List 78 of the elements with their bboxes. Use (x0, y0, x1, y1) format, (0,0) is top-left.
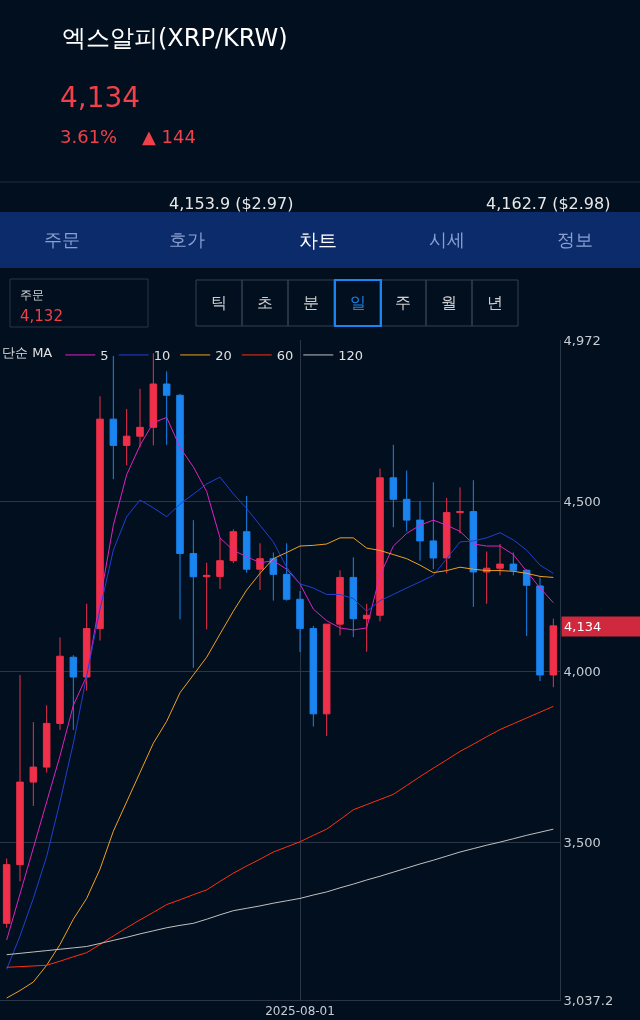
candlestick (509, 552, 518, 576)
line-series (6, 416, 554, 941)
x-tick-label: 2025-08-01 (265, 1004, 335, 1019)
candlestick (309, 625, 318, 727)
candlestick (269, 552, 278, 602)
text: 틱 (211, 293, 227, 312)
candlestick (482, 550, 491, 605)
line-series (6, 705, 554, 968)
legend-label: 20 (215, 348, 232, 364)
candlestick (82, 603, 91, 692)
text: 시세 (429, 229, 465, 250)
candlestick (282, 542, 291, 602)
candlestick (216, 537, 224, 590)
candlestick (389, 444, 398, 528)
candlestick (229, 528, 238, 564)
candlestick (42, 704, 51, 774)
candlestick (362, 603, 371, 653)
legend-label: 5 (100, 348, 109, 364)
text: 주문 (44, 229, 80, 250)
y-tick-label: 4,972 (563, 332, 601, 348)
candlestick (549, 618, 558, 688)
legend-label: 60 (276, 348, 294, 364)
candlestick (336, 569, 344, 636)
text: 분 (303, 293, 319, 312)
text: 4,153.9 ($2.97) (169, 194, 294, 213)
candlestick (2, 858, 11, 929)
text: 월 (441, 293, 457, 312)
y-tick-label: 3,500 (563, 834, 601, 850)
line-series (6, 537, 554, 999)
text: 4,134 (564, 619, 602, 634)
text: 정보 (557, 229, 593, 250)
candlestick (189, 519, 198, 669)
text: 4,162.7 ($2.98) (486, 194, 611, 213)
candlestick (176, 393, 184, 620)
text: 주문 (20, 288, 44, 302)
text: 초 (257, 293, 273, 312)
candlestick (69, 654, 78, 731)
candlestick (469, 479, 478, 608)
legend-title: 단순 MA (2, 344, 53, 360)
chart-title: 엑스알피(XRP/KRW) (62, 24, 288, 52)
candlestick (416, 500, 424, 562)
candlestick (349, 556, 358, 638)
candlestick (456, 486, 464, 534)
candlestick (202, 562, 211, 630)
text: 일 (350, 293, 366, 312)
candlestick (296, 590, 304, 653)
y-tick-label: 4,500 (563, 493, 601, 509)
candlestick (442, 497, 451, 574)
legend-label: 10 (153, 348, 171, 364)
y-tick-label: 3,037.2 (563, 992, 614, 1008)
candlestick (429, 481, 438, 570)
candlestick (376, 468, 384, 622)
candlestick (536, 576, 544, 682)
text: 4,132 (20, 307, 63, 325)
candlestick (109, 355, 118, 480)
text: 주 (395, 293, 411, 312)
candlestick (162, 370, 171, 446)
candlestick (322, 623, 331, 737)
text: ▲ 144 (142, 126, 196, 147)
text: 3.61% (60, 126, 118, 147)
candlestick (242, 495, 251, 574)
candlestick (29, 721, 38, 807)
candlestick (56, 636, 64, 731)
text: 4,134 (60, 81, 141, 114)
y-tick-label: 4,000 (563, 664, 601, 680)
text: 차트 (299, 229, 337, 251)
candlestick (96, 395, 104, 642)
text: 년 (487, 293, 503, 312)
candlestick (496, 543, 504, 576)
legend-label: 120 (338, 348, 364, 364)
line-series (6, 828, 554, 956)
candlestick (402, 470, 411, 532)
candlestick (122, 408, 131, 466)
candlestick (522, 568, 531, 637)
text: 호가 (169, 229, 205, 250)
candlestick (136, 388, 144, 448)
line-series (6, 476, 554, 970)
candlestick (16, 674, 24, 882)
